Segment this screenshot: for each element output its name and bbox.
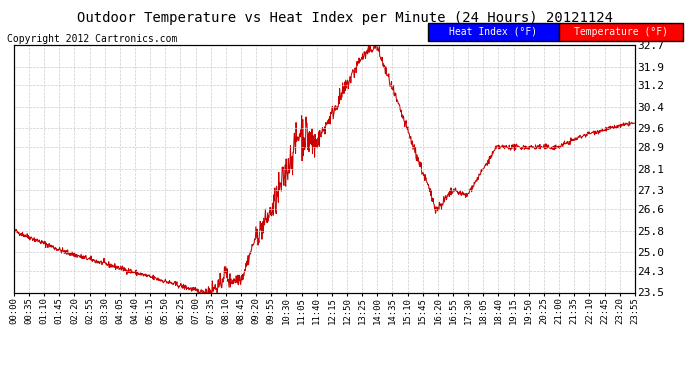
Text: Copyright 2012 Cartronics.com: Copyright 2012 Cartronics.com xyxy=(7,34,177,44)
Text: Heat Index (°F): Heat Index (°F) xyxy=(449,27,538,37)
Text: Outdoor Temperature vs Heat Index per Minute (24 Hours) 20121124: Outdoor Temperature vs Heat Index per Mi… xyxy=(77,11,613,25)
Text: Temperature (°F): Temperature (°F) xyxy=(574,27,668,37)
